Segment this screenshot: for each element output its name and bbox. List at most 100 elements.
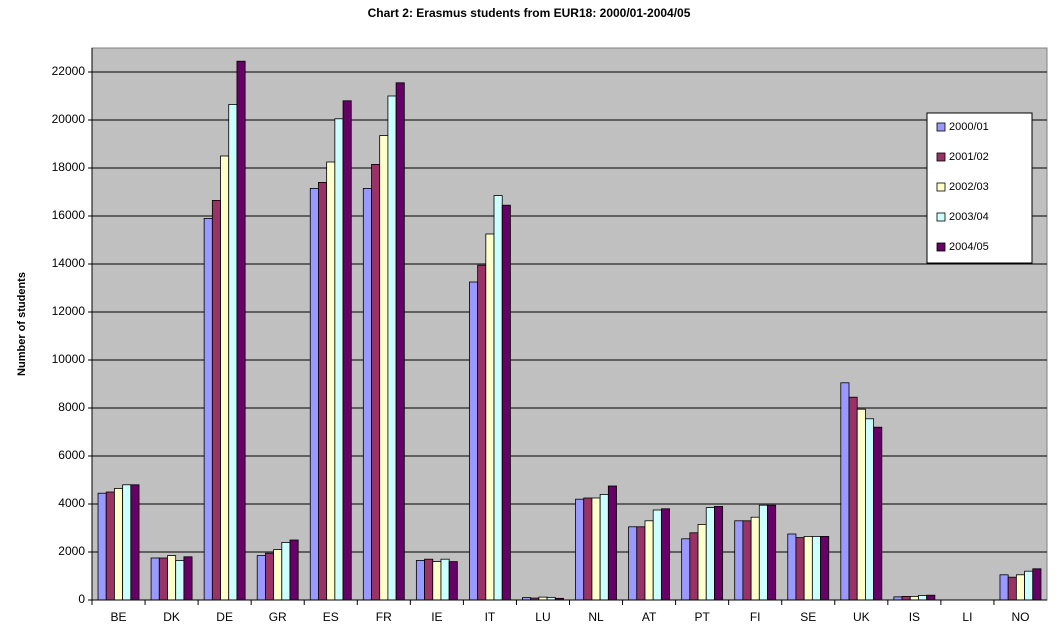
bar bbox=[636, 526, 646, 601]
bar bbox=[644, 520, 654, 601]
bar bbox=[787, 533, 797, 601]
bar bbox=[583, 497, 593, 601]
bar bbox=[918, 595, 928, 601]
bar bbox=[387, 95, 397, 601]
bar bbox=[158, 557, 168, 601]
y-tick-label: 14000 bbox=[52, 256, 86, 270]
bar bbox=[175, 560, 185, 601]
legend-label: 2002/03 bbox=[949, 181, 989, 193]
bar bbox=[318, 181, 328, 601]
y-tick-label: 2000 bbox=[58, 544, 85, 558]
bar bbox=[591, 497, 601, 601]
bar bbox=[848, 396, 858, 601]
y-tick-label: 10000 bbox=[52, 352, 86, 366]
bar bbox=[289, 539, 299, 601]
bar bbox=[926, 594, 936, 601]
bar bbox=[334, 118, 344, 601]
bar bbox=[203, 217, 213, 601]
legend-swatch bbox=[936, 122, 946, 132]
bar bbox=[607, 485, 617, 601]
bar bbox=[228, 104, 238, 601]
bar bbox=[689, 532, 699, 601]
x-tick-label: UK bbox=[853, 610, 870, 624]
y-tick-label: 12000 bbox=[52, 304, 86, 318]
bar bbox=[599, 493, 609, 601]
bar bbox=[705, 507, 715, 601]
bar bbox=[309, 187, 319, 601]
bar bbox=[114, 487, 124, 601]
bar bbox=[362, 187, 372, 601]
bar bbox=[130, 484, 140, 601]
bar bbox=[840, 382, 850, 601]
bar bbox=[820, 536, 830, 601]
x-tick-label: BE bbox=[111, 610, 127, 624]
bar bbox=[97, 492, 107, 601]
bar bbox=[415, 560, 425, 601]
bar bbox=[236, 60, 246, 601]
bar bbox=[183, 556, 193, 601]
y-tick-label: 18000 bbox=[52, 160, 86, 174]
y-tick-label: 8000 bbox=[58, 400, 85, 414]
bar bbox=[681, 538, 691, 601]
bar bbox=[1015, 574, 1025, 601]
bar bbox=[758, 504, 768, 601]
plot-area bbox=[91, 47, 1048, 601]
bar bbox=[901, 596, 911, 601]
bar bbox=[395, 82, 405, 601]
y-tick-label: 6000 bbox=[58, 448, 85, 462]
legend-label: 2001/02 bbox=[949, 151, 989, 163]
x-tick-label: ES bbox=[323, 610, 339, 624]
bar bbox=[379, 135, 389, 601]
bar bbox=[865, 418, 875, 601]
bar bbox=[448, 561, 458, 601]
y-tick-label: 4000 bbox=[58, 496, 85, 510]
legend-swatch bbox=[936, 152, 946, 162]
bar bbox=[734, 520, 744, 601]
bar bbox=[122, 484, 132, 601]
bar bbox=[795, 537, 805, 601]
x-tick-label: FI bbox=[750, 610, 761, 624]
bar bbox=[652, 509, 662, 601]
y-tick-label: 0 bbox=[78, 592, 85, 606]
x-tick-label: IS bbox=[909, 610, 920, 624]
bar bbox=[273, 549, 283, 601]
bar bbox=[424, 558, 434, 601]
y-axis-label: Number of students bbox=[16, 272, 28, 376]
bar bbox=[660, 508, 670, 601]
bar bbox=[1024, 570, 1034, 601]
bar bbox=[281, 542, 291, 601]
bar bbox=[105, 491, 115, 601]
x-tick-label: GR bbox=[269, 610, 287, 624]
bar bbox=[1032, 568, 1042, 601]
legend-swatch bbox=[936, 212, 946, 222]
y-tick-label: 20000 bbox=[52, 112, 86, 126]
x-tick-label: AT bbox=[642, 610, 657, 624]
legend-swatch bbox=[936, 242, 946, 252]
bar bbox=[485, 233, 495, 601]
bar bbox=[469, 281, 479, 601]
bar bbox=[326, 161, 336, 601]
x-tick-label: DK bbox=[163, 610, 180, 624]
legend-label: 2004/05 bbox=[949, 241, 989, 253]
bar bbox=[909, 596, 919, 601]
x-tick-label: IE bbox=[431, 610, 442, 624]
legend-label: 2000/01 bbox=[949, 121, 989, 133]
bar bbox=[999, 574, 1009, 601]
x-tick-label: PT bbox=[694, 610, 710, 624]
bar bbox=[501, 204, 511, 601]
x-tick-label: LU bbox=[535, 610, 550, 624]
bar bbox=[1007, 576, 1017, 601]
bar bbox=[211, 199, 221, 601]
x-tick-label: FR bbox=[376, 610, 392, 624]
bar bbox=[856, 408, 866, 601]
bar bbox=[264, 552, 274, 601]
bar bbox=[167, 555, 177, 601]
bar bbox=[750, 516, 760, 601]
bar bbox=[493, 195, 503, 601]
bar bbox=[803, 536, 813, 601]
bar bbox=[697, 524, 707, 601]
x-tick-label: IT bbox=[485, 610, 496, 624]
bar bbox=[742, 520, 752, 601]
bar bbox=[440, 558, 450, 601]
